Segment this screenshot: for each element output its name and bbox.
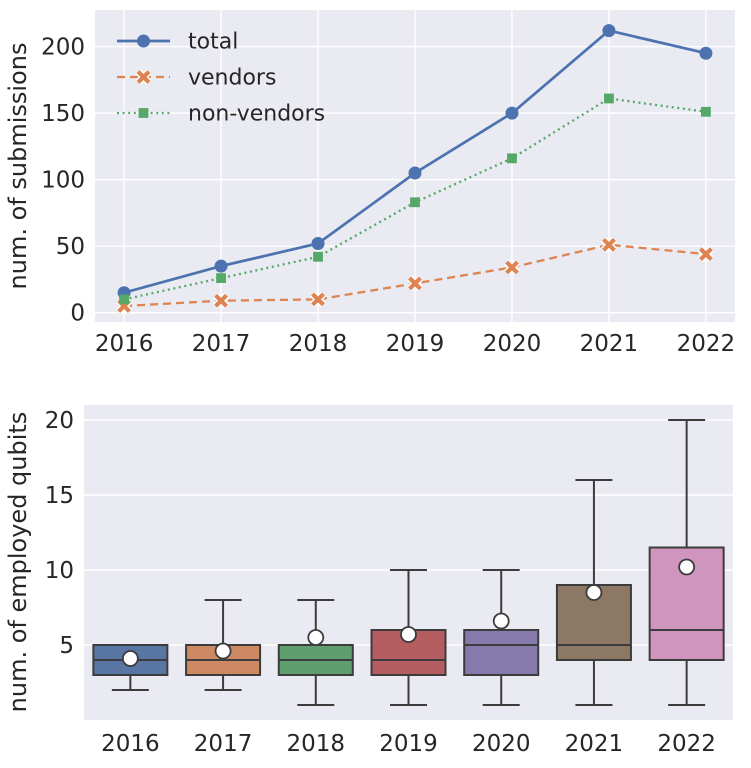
circle-marker (699, 46, 713, 60)
y-tick-label: 20 (45, 408, 74, 434)
box-2016 (92, 644, 169, 691)
y-tick-label: 50 (56, 234, 85, 260)
iqr-box (555, 584, 632, 661)
x-marker (311, 292, 325, 307)
y-axis-label: num. of submissions (4, 43, 32, 290)
y-tick-label: 10 (45, 558, 74, 584)
x-marker (505, 260, 519, 275)
y-tick-label: 150 (41, 101, 85, 127)
circle-marker (505, 106, 519, 120)
y-tick-label: 0 (70, 301, 85, 327)
y-tick-label: 100 (41, 168, 85, 194)
x-tick-label: 2018 (289, 331, 348, 357)
x-tick-label: 2017 (194, 731, 253, 757)
x-tick-label: 2018 (287, 731, 346, 757)
y-tick-label: 200 (41, 35, 85, 61)
iqr-box (463, 629, 540, 676)
mean-marker (492, 612, 510, 630)
x-marker (408, 276, 422, 291)
mean-marker (214, 642, 232, 660)
circle-marker (602, 24, 616, 38)
legend-label-non-vendors: non-vendors (188, 102, 325, 127)
legend-label-total: total (188, 30, 238, 55)
legend-label-vendors: vendors (188, 66, 276, 91)
x-tick-label: 2020 (472, 731, 531, 757)
mean-marker (400, 626, 417, 643)
x-tick-label: 2022 (677, 331, 736, 357)
submissions-line-chart: 0 50 100 150 200 2016 2017 2018 2019 2020 2021 2022… (4, 10, 735, 357)
x-marker (136, 70, 151, 84)
circle-marker (311, 237, 325, 251)
square-marker (216, 273, 226, 283)
square-marker (138, 108, 149, 118)
box-2017 (185, 599, 262, 691)
qubits-boxplot-chart: 5 10 15 20 2016 2017 2018 2019 2020 2021 2022 num. … (4, 405, 733, 757)
square-marker (410, 197, 420, 208)
x-tick-label: 2021 (580, 331, 639, 357)
y-axis-label: num. of employed qubits (4, 412, 32, 713)
series-markers-non-vendors (119, 93, 711, 305)
x-tick-label: 2016 (101, 731, 160, 757)
square-marker (604, 93, 614, 104)
x-tick-label: 2016 (95, 331, 154, 357)
mean-marker (678, 558, 696, 576)
x-marker (214, 293, 228, 308)
x-tick-label: 2022 (657, 731, 716, 757)
x-tick-label: 2019 (379, 731, 438, 757)
y-tick-label: 15 (45, 483, 74, 509)
x-tick-label: 2017 (192, 331, 251, 357)
circle-marker (408, 166, 422, 180)
box-2022 (648, 419, 725, 706)
x-tick-label: 2019 (386, 331, 445, 357)
x-tick-label: 2021 (565, 731, 624, 757)
circle-marker (137, 34, 150, 48)
mean-marker (307, 629, 325, 646)
box-2019 (370, 569, 447, 706)
x-marker (699, 247, 713, 262)
square-marker (313, 251, 323, 262)
x-tick-label: 2020 (483, 331, 542, 357)
box-2021 (555, 479, 632, 706)
square-marker (119, 294, 129, 305)
box-2020 (463, 569, 540, 706)
legend: total vendors non-vendors (117, 30, 325, 127)
square-marker (507, 153, 517, 164)
y-tick-label: 5 (59, 633, 74, 659)
box-2018 (277, 599, 354, 706)
mean-marker (121, 650, 139, 667)
circle-marker (214, 259, 228, 273)
mean-marker (585, 584, 603, 601)
square-marker (701, 106, 711, 117)
x-marker (602, 237, 616, 252)
